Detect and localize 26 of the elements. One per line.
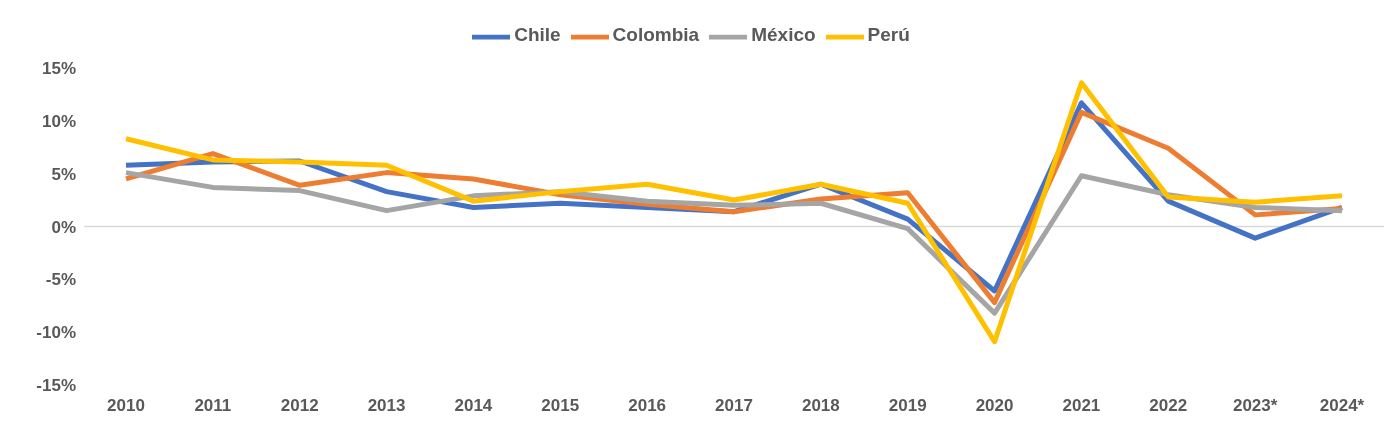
x-tick-label: 2020 [975,396,1014,416]
x-tick-label: 2024* [1319,396,1365,416]
x-tick-label: 2013 [367,396,406,416]
x-tick-label: 2019 [888,396,927,416]
y-tick-label: 10% [41,111,76,131]
y-tick-label: 15% [41,59,76,79]
x-tick-label: 2012 [280,396,319,416]
x-tick-label: 2010 [107,396,145,416]
x-tick-label: 2014 [454,396,493,416]
x-tick-label: 2018 [801,396,840,416]
x-tick-label: 2016 [628,396,667,416]
legend-label: México [751,24,816,46]
x-tick-label: 2017 [715,396,753,416]
y-tick-label: -10% [36,323,76,343]
legend-label: Colombia [612,24,700,46]
y-tick-label: 5% [51,164,76,184]
y-tick-label: -15% [36,376,76,396]
x-tick-label: 2022 [1149,396,1188,416]
y-tick-label: 0% [51,217,76,237]
legend-label: Perú [867,24,910,46]
y-tick-label: -5% [45,270,76,290]
legend-label: Chile [514,24,561,46]
x-tick-label: 2011 [194,396,232,416]
x-tick-label: 2023* [1232,396,1278,416]
x-tick-label: 2015 [541,396,580,416]
x-tick-label: 2021 [1062,396,1101,416]
